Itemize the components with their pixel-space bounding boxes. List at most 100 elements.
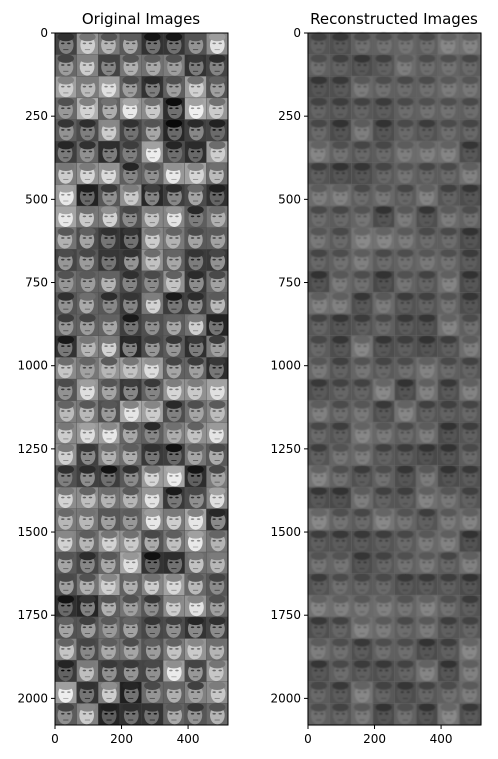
face-tile xyxy=(76,529,99,552)
face-tile xyxy=(308,140,330,163)
face-tile xyxy=(141,616,164,639)
face-tile xyxy=(351,205,373,228)
face-tile xyxy=(372,32,395,55)
face-tile xyxy=(437,270,460,293)
face-tile xyxy=(184,443,207,466)
face-tile xyxy=(394,443,417,466)
face-tile xyxy=(394,573,417,596)
face-tile xyxy=(119,227,142,250)
face-tile xyxy=(308,443,330,466)
face-tile xyxy=(206,681,228,704)
face-tile xyxy=(206,248,228,271)
face-tile xyxy=(329,529,352,552)
face-tile xyxy=(437,183,460,206)
face-tile xyxy=(416,529,438,552)
face-tile xyxy=(437,551,460,574)
face-tile xyxy=(98,270,120,293)
face-tile xyxy=(98,681,120,704)
face-tile xyxy=(98,313,120,336)
face-tile xyxy=(119,378,142,401)
face-tile xyxy=(372,400,395,423)
face-tile xyxy=(329,97,352,120)
face-tile xyxy=(184,140,207,163)
face-tile xyxy=(206,162,228,185)
face-tile xyxy=(55,594,77,617)
face-tile xyxy=(55,443,77,466)
face-tile xyxy=(372,227,395,250)
face-tile xyxy=(55,97,77,120)
original-images-title: Original Images xyxy=(82,10,200,28)
face-tile xyxy=(55,400,77,423)
face-tile xyxy=(372,335,395,358)
face-tile xyxy=(55,119,77,142)
face-tile xyxy=(437,335,460,358)
face-tile xyxy=(163,465,185,488)
face-tile xyxy=(329,183,352,206)
face-tile xyxy=(141,313,164,336)
face-tile xyxy=(329,616,352,639)
face-tile xyxy=(329,75,352,98)
face-tile xyxy=(437,508,460,531)
y-tick-label: 250 xyxy=(25,109,48,123)
face-tile xyxy=(184,702,207,725)
face-tile xyxy=(55,335,77,358)
face-tile xyxy=(329,162,352,185)
face-tile xyxy=(55,529,77,552)
original-face-grid xyxy=(55,32,228,725)
face-tile xyxy=(372,443,395,466)
face-tile xyxy=(76,465,99,488)
face-tile xyxy=(98,162,120,185)
face-tile xyxy=(98,638,120,661)
face-tile xyxy=(98,508,120,531)
face-tile xyxy=(308,54,330,77)
face-tile xyxy=(459,573,481,596)
face-tile xyxy=(372,421,395,444)
face-tile xyxy=(184,616,207,639)
face-tile xyxy=(119,205,142,228)
face-tile xyxy=(184,162,207,185)
face-tile xyxy=(163,140,185,163)
face-tile xyxy=(459,292,481,315)
face-tile xyxy=(98,378,120,401)
face-tile xyxy=(141,54,164,77)
face-tile xyxy=(119,183,142,206)
face-tile xyxy=(98,702,120,725)
face-tile xyxy=(141,508,164,531)
face-tile xyxy=(351,702,373,725)
face-tile xyxy=(119,616,142,639)
face-tile xyxy=(119,508,142,531)
face-tile xyxy=(76,227,99,250)
face-tile xyxy=(206,292,228,315)
face-tile xyxy=(372,551,395,574)
face-tile xyxy=(351,378,373,401)
face-tile xyxy=(206,205,228,228)
face-tile xyxy=(206,551,228,574)
face-tile xyxy=(163,292,185,315)
face-tile xyxy=(308,119,330,142)
face-tile xyxy=(329,248,352,271)
face-tile xyxy=(141,356,164,379)
face-tile xyxy=(308,573,330,596)
face-tile xyxy=(329,465,352,488)
face-tile xyxy=(119,659,142,682)
face-tile xyxy=(416,594,438,617)
face-tile xyxy=(329,335,352,358)
face-tile xyxy=(437,356,460,379)
original-y-axis: 0 250 500 750 1000 1250 1500 1750 2000 xyxy=(17,26,55,705)
y-tick-label: 750 xyxy=(25,276,48,290)
face-tile xyxy=(206,486,228,509)
face-tile xyxy=(437,54,460,77)
face-tile xyxy=(329,54,352,77)
face-tile xyxy=(206,313,228,336)
face-tile xyxy=(119,421,142,444)
face-tile xyxy=(329,292,352,315)
face-tile xyxy=(394,465,417,488)
face-tile xyxy=(141,335,164,358)
face-tile xyxy=(437,465,460,488)
face-tile xyxy=(372,638,395,661)
reconstructed-images-frame xyxy=(307,32,482,726)
face-tile xyxy=(394,486,417,509)
face-tile xyxy=(351,421,373,444)
face-tile xyxy=(141,248,164,271)
face-tile xyxy=(459,551,481,574)
